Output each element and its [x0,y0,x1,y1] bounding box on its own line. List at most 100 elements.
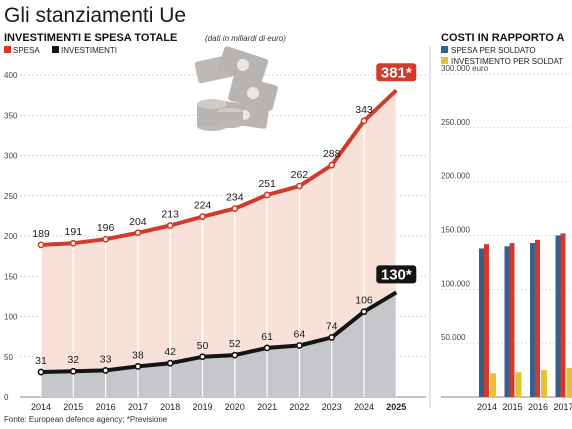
label-box [376,265,417,284]
y-tick-label: 50 [4,353,13,362]
bar-x-axis: 2014 2015 2016 2017 [477,402,572,412]
data-point [360,308,368,316]
bar-investimento-soldato [566,367,572,397]
data-point [134,363,142,370]
source-note: Fonte: European defence agency; *Previsi… [4,415,168,424]
legend-label-spesa: SPESA [13,46,40,55]
bar-red [484,244,489,397]
data-label: 64 [294,328,306,340]
x-tick-label: 2014 [31,402,51,412]
y-tick-label: 250 [4,192,18,201]
x-tick-label: 2021 [257,402,277,412]
bar-red [560,233,566,397]
bar-y-tick-label: 200.000 [441,172,470,181]
points-spesa [37,117,368,249]
data-label: 262 [291,169,309,181]
y-tick-label: 350 [4,111,18,120]
y-tick-label: 150 [4,272,18,281]
x-tick-label: 2015 [63,402,83,412]
labels-investimenti: 31 32 33 38 42 50 52 61 64 74 106 130* [35,265,417,367]
bar-x-tick-label: 2014 [477,402,497,412]
chart-note: (dati in miliardi di euro) [205,34,286,43]
data-point [166,359,174,367]
bar-x-tick-label: 2017 [553,402,572,412]
bar-chart-title: COSTI IN RAPPORTO A [441,32,565,44]
bar-y-tick-label: 150.000 [441,226,470,235]
legend-label-spesa-soldato: SPESA PER SOLDATO [451,46,536,55]
y-axis: 0 50 100 150 200 250 300 350 400 [4,71,18,402]
label-box [376,63,417,82]
chart-title: INVESTIMENTI E SPESA TOTALE [4,32,177,44]
x-tick-label: 2023 [322,402,342,412]
data-label: 234 [226,192,244,204]
data-label: 381* [381,64,412,81]
data-label: 130* [381,266,412,283]
legend-swatch-spesa [4,46,11,53]
y-tick-label: 300 [4,152,18,161]
bar-spesa-soldato [479,248,484,397]
data-label: 32 [67,354,79,366]
bar-investimento-soldato [490,373,496,397]
data-label: 189 [32,228,50,240]
bar-x-tick-label: 2015 [502,402,522,412]
data-point [37,368,45,376]
data-point [102,367,109,374]
bar-investimento-soldato [515,372,522,397]
x-tick-label: 2025 [386,402,406,412]
bar-spesa-soldato [530,243,535,397]
bar-spesa-soldato [555,235,561,397]
data-label: 213 [161,209,179,221]
data-label: 31 [35,355,47,367]
data-label: 191 [65,226,83,238]
data-label: 196 [97,222,115,234]
data-label: 74 [326,320,338,332]
bar-investimento-soldato [541,370,547,397]
data-point [69,367,77,375]
x-tick-label: 2016 [96,402,116,412]
data-point [69,239,77,247]
data-point [102,235,109,243]
line-spesa [40,88,398,247]
data-point [231,351,239,359]
bar-red [535,239,540,397]
bar-y-tick-label: 250.000 [441,118,470,127]
data-point [295,182,303,190]
bar-y-tick-label: 300.000 euro [441,64,489,73]
bar-y-tick-label: 50.000 [441,333,466,342]
data-point [199,213,206,221]
points-investimenti [37,308,368,376]
data-label: 38 [132,349,144,361]
bar-x-tick-label: 2016 [528,402,548,412]
data-label: 106 [355,295,373,307]
area-spesa [41,90,397,398]
x-tick-label: 2017 [128,402,148,412]
x-tick-label: 2024 [354,402,374,412]
page-title: Gli stanziamenti Ue [4,4,186,27]
legend-label-investimenti: INVESTIMENTI [61,46,117,55]
data-point [328,334,336,341]
x-tick-label: 2022 [289,402,309,412]
area-investimenti [41,292,397,397]
legend-swatch-investimenti [52,46,59,53]
data-point [199,353,206,361]
data-label: 288 [323,148,341,160]
data-label: 42 [164,346,176,358]
y-tick-label: 0 [4,393,9,402]
data-point [263,344,271,352]
data-label: 33 [100,353,112,365]
y-tick-label: 400 [4,71,18,80]
x-tick-label: 2018 [160,402,180,412]
data-point [134,229,142,237]
data-point [360,117,368,125]
x-tick-label: 2020 [225,402,245,412]
data-label: 61 [261,331,273,343]
labels-spesa: 189 191 196 204 213 224 234 251 262 288 343 381* [32,63,417,240]
x-tick-label: 2019 [192,402,212,412]
y-tick-label: 200 [4,232,18,241]
y-tick-label: 100 [4,313,18,322]
data-label: 224 [194,200,212,212]
bars [479,233,572,397]
data-label: 204 [129,216,147,228]
data-label: 50 [197,340,209,352]
